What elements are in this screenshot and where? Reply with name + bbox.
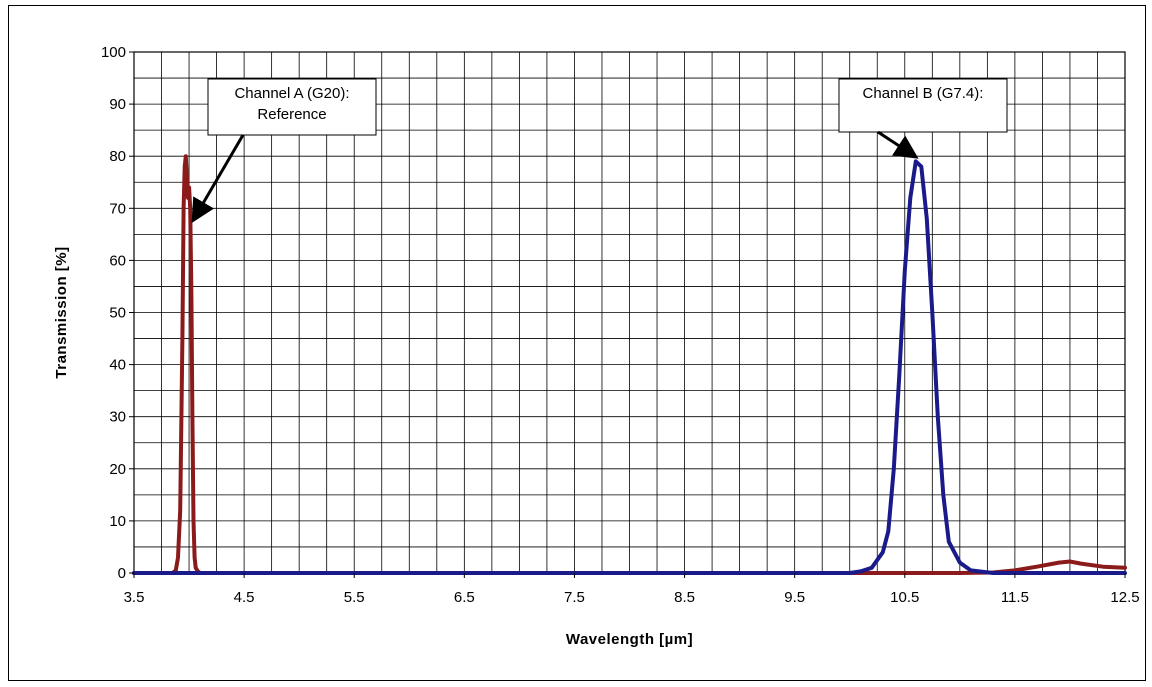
y-tick-label: 30	[109, 409, 126, 426]
x-tick-label: 11.5	[1001, 589, 1029, 606]
y-tick-label: 60	[109, 252, 126, 269]
transmission-chart: 3.5 4.5 5.5 6.5 7.5 8.5 9.5 10.5 11.5 12.5 0 10 20 30…	[53, 44, 1140, 648]
annotation-text-channel-a: Channel A (G20):	[234, 85, 349, 102]
series-line-a	[132, 154, 1127, 575]
y-tick-label: 20	[109, 461, 126, 478]
x-tick-label: 8.5	[674, 589, 695, 606]
x-tick-label: 12.5	[1110, 589, 1139, 606]
x-tick-label: 7.5	[564, 589, 585, 606]
series-line-b	[132, 159, 1127, 575]
x-tick-label: 9.5	[784, 589, 805, 606]
x-tick-label: 5.5	[344, 589, 365, 606]
annotation-arrow-channel-a	[191, 134, 245, 224]
annotation-arrow-channel-b	[877, 130, 919, 159]
y-axis-title: Transmission [%]	[53, 246, 70, 378]
y-tick-label: 90	[109, 96, 126, 113]
x-tick-label: 4.5	[234, 589, 255, 606]
annotations: Channel A (G20): Reference Channel B (G7.4…	[191, 78, 1008, 224]
tick-labels: 3.5 4.5 5.5 6.5 7.5 8.5 9.5 10.5 11.5 12.5 0 10 20 30…	[101, 44, 1140, 606]
x-tick-label: 10.5	[890, 589, 919, 606]
x-tick-label: 6.5	[454, 589, 475, 606]
annotation-box-channel-b	[838, 78, 1008, 133]
annotation-text-channel-a: Reference	[257, 106, 326, 123]
annotation-box-channel-a	[207, 78, 377, 136]
chart-frame: 3.5 4.5 5.5 6.5 7.5 8.5 9.5 10.5 11.5 12.5 0 10 20 30…	[8, 5, 1146, 681]
y-tick-label: 0	[118, 565, 126, 582]
x-tick-label: 3.5	[124, 589, 145, 606]
y-tick-label: 40	[109, 357, 126, 374]
y-tick-label: 50	[109, 305, 126, 322]
series-layer	[132, 154, 1127, 575]
y-tick-label: 80	[109, 148, 126, 165]
y-tick-label: 10	[109, 513, 126, 530]
x-axis-title: Wavelength [µm]	[566, 631, 693, 648]
annotation-text-channel-b: Channel B (G7.4):	[863, 85, 984, 102]
y-tick-label: 100	[101, 44, 126, 61]
y-tick-label: 70	[109, 200, 126, 217]
